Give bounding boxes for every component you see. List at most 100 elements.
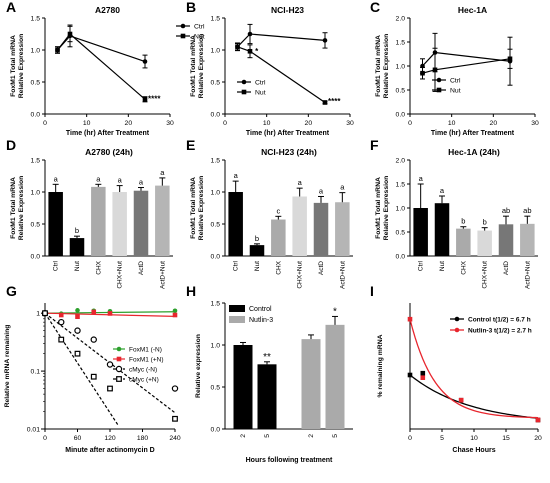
fit-curve xyxy=(409,319,539,419)
y-tick-label: 0.0 xyxy=(31,112,41,119)
significance-letter: a xyxy=(96,174,101,183)
panel-letter-c: C xyxy=(370,0,380,15)
data-point xyxy=(107,385,113,392)
y-tick-label: 1.5 xyxy=(31,16,41,23)
series-line xyxy=(57,33,146,100)
panel-title-e: NCI-H23 (24h) xyxy=(261,147,317,157)
y-tick-label: 1.0 xyxy=(396,206,406,213)
x-axis-label-a: Time (hr) After Treatment xyxy=(66,130,150,137)
data-point xyxy=(407,316,413,322)
legend-marker xyxy=(116,356,122,362)
panel-letter-f: F xyxy=(370,137,379,153)
y-axis-label-i: % remaining mRNA xyxy=(377,334,384,397)
panel-title-c: Hec-1A xyxy=(458,5,487,15)
x-axis-label-g: Minute after actinomycin D xyxy=(65,447,154,454)
data-point xyxy=(106,361,114,368)
bar xyxy=(228,192,243,256)
y-axis-label-c: Relative Expression xyxy=(383,34,390,99)
panel-title-f: Hec-1A (24h) xyxy=(448,147,500,157)
significance-letter: a xyxy=(319,186,324,195)
data-point xyxy=(322,38,328,43)
fit-curve xyxy=(44,312,120,427)
x-tick-label: CHX xyxy=(275,260,282,274)
y-tick-label: 0.0 xyxy=(211,427,221,434)
x-tick-label: 30 xyxy=(346,120,354,127)
bar xyxy=(69,238,85,256)
x-tick-label: 2 xyxy=(240,434,247,438)
bar xyxy=(271,219,286,256)
data-point xyxy=(420,375,426,380)
x-axis-label-i: Chase Hours xyxy=(452,447,495,454)
series-i-nutlin-3 xyxy=(407,316,541,423)
bar xyxy=(498,224,514,256)
bar xyxy=(91,186,106,256)
series-b-ctrl xyxy=(235,23,328,51)
data-point xyxy=(172,308,178,314)
y-axis-label-a: Relative Expression xyxy=(18,34,25,99)
data-point xyxy=(171,385,179,392)
data-point xyxy=(247,31,253,37)
data-point xyxy=(55,47,60,53)
significance-letter: b xyxy=(255,234,259,243)
data-point xyxy=(407,372,413,378)
data-point xyxy=(172,312,178,318)
x-tick-label: 0 xyxy=(408,435,412,442)
x-tick-label: CHX+Nut xyxy=(117,261,124,289)
x-tick-label: 120 xyxy=(104,435,116,442)
legend-marker xyxy=(436,87,442,93)
x-tick-label: Ctrl xyxy=(53,260,60,271)
bar xyxy=(456,228,471,256)
legend-label: Nutlin-3 xyxy=(249,317,273,324)
x-tick-label: 0 xyxy=(408,120,412,127)
data-point xyxy=(458,397,464,403)
x-tick-label: Ctrl xyxy=(418,260,425,271)
x-tick-label: 10 xyxy=(448,120,456,127)
significance-letter: a xyxy=(440,186,445,195)
x-axis-label-b: Time (hr) After Treatment xyxy=(246,130,330,137)
bar xyxy=(520,223,535,256)
x-tick-label: CHX xyxy=(460,260,467,274)
legend-marker xyxy=(454,316,460,322)
significance-letter: a xyxy=(139,178,144,187)
y-tick-label: 1.0 xyxy=(211,190,221,197)
significance-letter: c xyxy=(276,206,280,215)
significance-letter: a xyxy=(118,176,123,185)
data-point xyxy=(432,67,438,73)
data-point xyxy=(74,350,81,357)
significance-annotation: ** xyxy=(263,352,271,363)
y-axis-label-f: FoxM1 Total mRNA xyxy=(375,177,382,239)
bar xyxy=(112,192,127,256)
legend-swatch xyxy=(229,316,245,323)
x-tick-label: 0 xyxy=(43,435,47,442)
x-tick-label: CHX xyxy=(95,260,102,274)
bar xyxy=(257,364,277,429)
legend-label: Ctrl xyxy=(255,80,266,87)
x-tick-label: 20 xyxy=(305,120,313,127)
x-tick-label: CHX+Nut xyxy=(482,261,489,289)
y-tick-label: 0.01 xyxy=(27,427,40,434)
data-point xyxy=(58,318,65,326)
data-point xyxy=(107,311,113,316)
y-tick-label: 1 xyxy=(36,311,40,318)
data-point xyxy=(172,415,178,422)
y-tick-label: 0.5 xyxy=(31,80,41,87)
legend-label: Nut xyxy=(255,90,266,97)
legend-marker xyxy=(180,23,186,29)
significance-letter: b xyxy=(461,217,465,226)
data-point xyxy=(247,48,253,54)
x-tick-label: 20 xyxy=(125,120,133,127)
bar xyxy=(413,208,428,256)
significance-annotation: * xyxy=(255,47,259,56)
y-tick-label: 0.0 xyxy=(211,112,221,119)
legend-marker xyxy=(180,33,186,39)
data-point xyxy=(322,100,328,105)
y-axis-label-b: FoxM1 Total mRNA xyxy=(190,35,197,97)
bar xyxy=(48,192,63,256)
fit-curve xyxy=(409,374,539,419)
x-tick-label: 2 xyxy=(308,434,315,438)
legend-label: Ctrl xyxy=(194,24,205,31)
panel-title-b: NCI-H23 xyxy=(271,5,304,15)
y-tick-label: 0.5 xyxy=(211,80,221,87)
series-line xyxy=(237,46,326,103)
y-tick-label: 0.5 xyxy=(396,230,406,237)
